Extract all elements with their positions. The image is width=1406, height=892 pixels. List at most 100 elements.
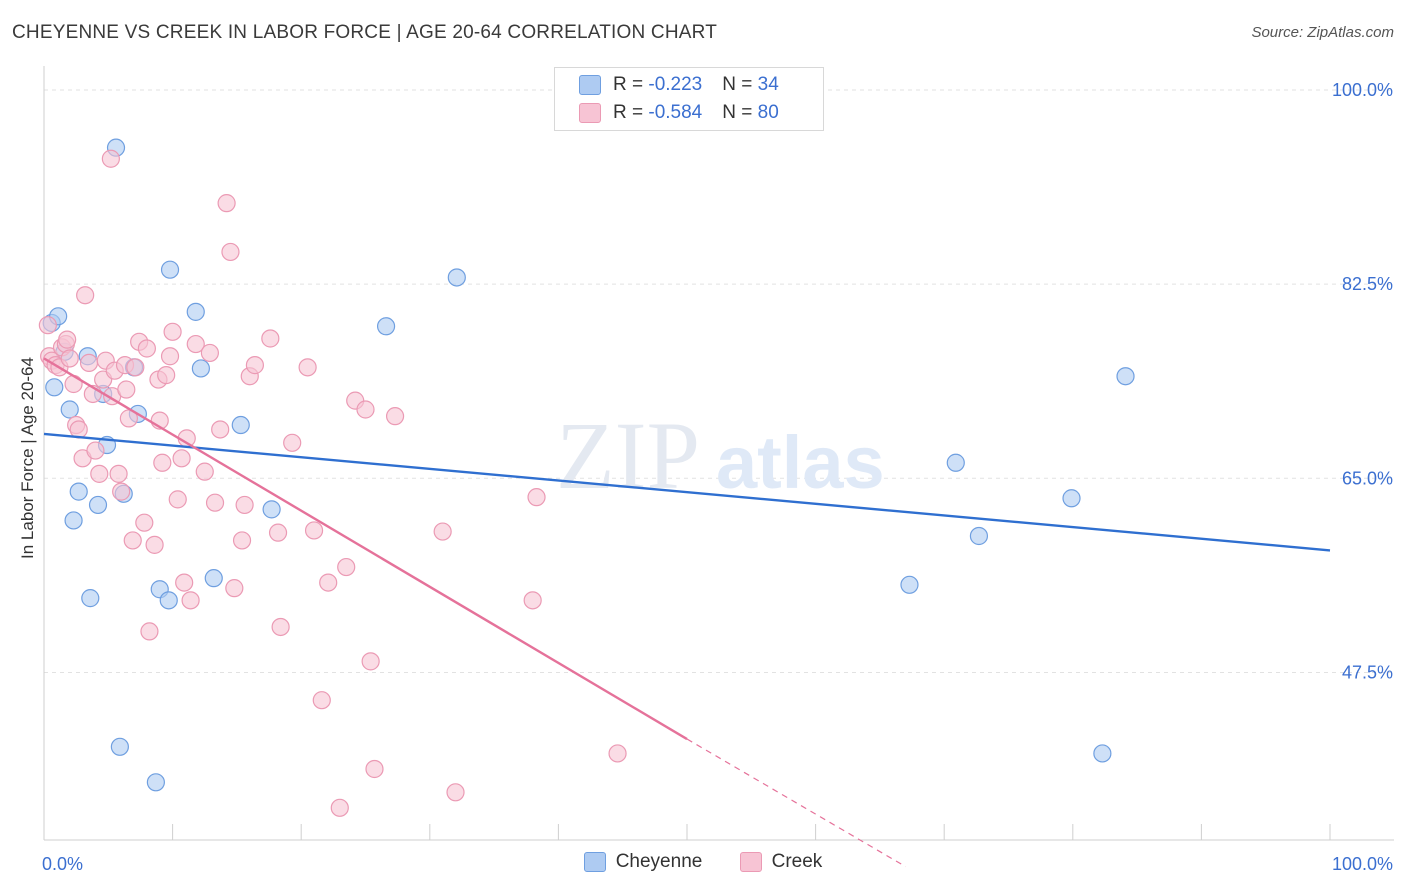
creek-point [175, 573, 194, 592]
creek-swatch-icon [579, 102, 601, 123]
creek-point [126, 358, 145, 377]
creek-point [135, 513, 154, 532]
creek-point [76, 286, 95, 305]
creek-point [140, 622, 159, 641]
creek-point [319, 573, 338, 592]
creek-n-label: N = [722, 102, 758, 123]
cheyenne-point [110, 737, 129, 756]
creek-point [232, 531, 252, 550]
creek-r-value: -0.584 [648, 102, 703, 123]
creek-point [205, 493, 225, 512]
creek-point [195, 462, 214, 481]
watermark-atlas: atlas [716, 421, 885, 504]
creek-point [79, 353, 99, 373]
creek-point [186, 334, 205, 354]
cheyenne-point [160, 260, 180, 279]
legend-label-creek: Creek [771, 851, 823, 872]
creek-point [60, 349, 79, 368]
creek-point [298, 358, 317, 377]
legend-label-cheyenne: Cheyenne [615, 851, 703, 872]
creek-point [608, 744, 627, 763]
cheyenne-point [969, 526, 989, 546]
cheyenne-point [81, 589, 100, 608]
creek-point [160, 347, 180, 366]
cheyenne-point [159, 591, 178, 610]
watermark-zip: ZIP [556, 402, 700, 509]
creek-r-label: R = [613, 102, 649, 123]
creek-trend-line [43, 357, 688, 741]
cheyenne-point [1062, 489, 1081, 508]
creek-point [200, 343, 219, 363]
cheyenne-point [88, 495, 108, 515]
cheyenne-point [191, 359, 210, 378]
creek-point [153, 453, 172, 472]
trend-layer [43, 357, 1331, 868]
creek-trend-extension [686, 738, 906, 868]
creek-point [337, 557, 356, 577]
creek-point [145, 535, 164, 554]
creek-point [356, 400, 375, 419]
legend-item-cheyenne[interactable]: Cheyenne [583, 851, 703, 873]
cheyenne-point [146, 773, 165, 792]
creek-point [90, 464, 109, 483]
creek-point [385, 407, 405, 426]
creek-point [101, 149, 120, 168]
y-tick-label: 47.5% [1342, 662, 1393, 682]
creek-point [225, 579, 244, 598]
cheyenne-point [45, 378, 64, 397]
creek-point [211, 420, 230, 439]
cheyenne-r-label: R = [613, 74, 649, 95]
cheyenne-point [186, 302, 205, 321]
y-tick-label: 82.5% [1342, 274, 1393, 294]
cheyenne-point [447, 268, 466, 287]
creek-point [168, 490, 187, 509]
creek-point [163, 322, 182, 341]
cheyenne-legend-icon [583, 851, 606, 872]
cheyenne-point [946, 453, 965, 472]
legend-row-creek: R = -0.584 N = 80 [579, 99, 779, 127]
creek-point [433, 522, 452, 541]
creek-point [527, 488, 546, 507]
creek-point [58, 330, 77, 349]
creek-point [235, 495, 254, 515]
creek-point [157, 366, 176, 385]
series-legend: Cheyenne Creek [0, 851, 1406, 873]
creek-point [261, 329, 280, 348]
cheyenne-swatch-icon [579, 74, 601, 95]
creek-point [123, 531, 142, 550]
creek-point [304, 521, 324, 540]
points-layer [38, 138, 1135, 817]
creek-point [38, 316, 57, 335]
chart-title: CHEYENNE VS CREEK IN LABOR FORCE | AGE 2… [12, 22, 718, 43]
cheyenne-point [64, 511, 83, 530]
creek-point [245, 356, 265, 375]
cheyenne-point [60, 400, 79, 419]
creek-point [137, 339, 156, 358]
cheyenne-point [262, 500, 281, 519]
cheyenne-r-value: -0.223 [648, 74, 703, 95]
creek-point [271, 617, 290, 637]
x-tick-label: 100.0% [1332, 854, 1393, 874]
creek-point [312, 691, 331, 710]
creek-n-value: 80 [757, 102, 779, 123]
creek-point [112, 482, 131, 501]
y-tick-label: 100.0% [1332, 80, 1393, 100]
creek-point [283, 433, 302, 452]
y-tick-label: 65.0% [1342, 468, 1393, 488]
source-label: Source: ZipAtlas.com [1251, 24, 1394, 41]
creek-point [221, 242, 240, 262]
cheyenne-point [69, 482, 88, 501]
creek-point [446, 783, 465, 802]
cheyenne-point [1116, 367, 1135, 386]
cheyenne-point [1093, 744, 1112, 763]
legend-item-creek[interactable]: Creek [739, 851, 823, 873]
creek-point [117, 380, 136, 399]
cheyenne-trend-line [43, 432, 1331, 552]
correlation-legend: R = -0.223 N = 34 R = -0.584 N = 80 [554, 67, 824, 131]
creek-point [365, 759, 384, 779]
creek-point [64, 374, 83, 394]
creek-point [217, 194, 236, 213]
tick-label-layer: 47.5% 65.0% 82.5% 100.0% 0.0% 100.0% [42, 80, 1393, 874]
creek-point [172, 449, 191, 468]
